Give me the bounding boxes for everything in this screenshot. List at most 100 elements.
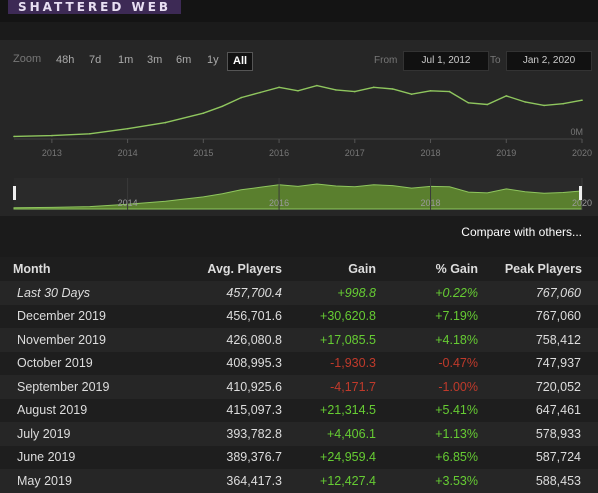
peak-players-cell: 578,933 [478, 422, 598, 446]
table-row: September 2019 410,925.6 -4,171.7 -1.00% 720… [0, 375, 598, 399]
table-row: December 2019 456,701.6 +30,620.8 +7.19% 767… [0, 304, 598, 328]
table-row: May 2019 364,417.3 +12,427.4 +3.53% 588,453 [0, 469, 598, 493]
month-cell: November 2019 [0, 328, 152, 352]
col-gain[interactable]: Gain [282, 257, 376, 281]
avg-players-cell: 364,417.3 [152, 469, 282, 493]
data-point [448, 90, 451, 93]
peak-players-cell: 767,060 [478, 304, 598, 328]
data-point [372, 86, 375, 89]
navigator-tick-label: 2020 [572, 198, 592, 208]
data-point [259, 91, 261, 94]
month-cell: June 2019 [0, 445, 152, 469]
peak-players-cell: 720,052 [478, 375, 598, 399]
data-point [13, 135, 15, 138]
x-tick-label: 2014 [118, 148, 138, 158]
data-point [429, 90, 432, 92]
month-cell: September 2019 [0, 375, 152, 399]
data-point [391, 88, 394, 90]
avg-players-cell: 456,701.6 [152, 304, 282, 328]
table-header: Month Avg. Players Gain % Gain Peak Play… [0, 257, 598, 281]
data-point [581, 99, 583, 101]
top-bar: SHATTERED WEB [0, 0, 598, 22]
data-point [505, 95, 508, 97]
navigator-right-handle [579, 186, 582, 200]
gain-cell: +17,085.5 [282, 328, 376, 352]
x-tick-label: 2015 [193, 148, 213, 158]
zoom-6m-button[interactable]: 6m [176, 54, 192, 66]
zoom-48h-button[interactable]: 48h [56, 54, 75, 66]
data-point [88, 133, 91, 135]
data-point [51, 134, 53, 137]
gain-cell: +30,620.8 [282, 304, 376, 328]
from-label: From [374, 55, 398, 66]
x-tick-label: 2018 [421, 148, 441, 158]
data-point [297, 90, 299, 92]
col-pct-gain[interactable]: % Gain [376, 257, 478, 281]
from-date-input[interactable]: Jul 1, 2012 [403, 51, 489, 71]
avg-players-cell: 408,995.3 [152, 351, 282, 375]
x-tick-label: 2016 [269, 148, 289, 158]
month-cell: May 2019 [0, 469, 152, 493]
x-tick-label: 2013 [42, 148, 62, 158]
to-label: To [490, 55, 501, 66]
x-tick-label: 2020 [572, 148, 592, 158]
zoom-7d-button[interactable]: 7d [89, 54, 102, 66]
data-point [543, 104, 545, 107]
peak-players-cell: 588,453 [478, 469, 598, 493]
range-navigator[interactable]: 2014 2016 2018 2020 [0, 176, 598, 212]
table-row: July 2019 393,782.8 +4,406.1 +1.13% 578,933 [0, 422, 598, 446]
gain-cell: +4,406.1 [282, 422, 376, 446]
x-tick-label: 2019 [496, 148, 516, 158]
data-point [202, 112, 205, 114]
avg-players-cell: 457,700.4 [152, 281, 282, 305]
month-cell: August 2019 [0, 398, 152, 422]
zoom-3m-button[interactable]: 3m [147, 54, 163, 66]
avg-players-cell: 410,925.6 [152, 375, 282, 399]
monthly-stats-table: Month Avg. Players Gain % Gain Peak Play… [0, 257, 598, 493]
peak-players-cell: 747,937 [478, 351, 598, 375]
peak-players-cell: 758,412 [478, 328, 598, 352]
data-point [467, 102, 470, 104]
peak-players-cell: 767,060 [478, 281, 598, 305]
zoom-label: Zoom [13, 53, 42, 65]
data-point [335, 89, 337, 91]
zoom-1m-button[interactable]: 1m [118, 54, 134, 66]
navigator-tick-label: 2018 [421, 198, 441, 208]
col-month[interactable]: Month [0, 257, 152, 281]
y-tick-label: 0M [570, 127, 583, 137]
player-count-chart[interactable]: 2013 2014 2015 2016 2017 2018 2019 2020 0M [0, 75, 598, 165]
data-point [486, 103, 489, 106]
avg-players-cell: 415,097.3 [152, 398, 282, 422]
compare-link[interactable]: Compare with others... [461, 225, 582, 239]
table-row: June 2019 389,376.7 +24,959.4 +6.85% 587,724 [0, 445, 598, 469]
col-peak-players[interactable]: Peak Players [478, 257, 598, 281]
navigator-area [13, 183, 583, 210]
avg-players-cell: 393,782.8 [152, 422, 282, 446]
month-cell: July 2019 [0, 422, 152, 446]
data-point [316, 84, 318, 87]
data-point [240, 96, 242, 99]
pct-gain-cell: +7.19% [376, 304, 478, 328]
gain-cell: -4,171.7 [282, 375, 376, 399]
col-avg-players[interactable]: Avg. Players [152, 257, 282, 281]
series-line [13, 84, 583, 138]
table-row: Last 30 Days 457,700.4 +998.8 +0.22% 767,060 [0, 281, 598, 305]
pct-gain-cell: -1.00% [376, 375, 478, 399]
avg-players-cell: 426,080.8 [152, 328, 282, 352]
data-point [221, 105, 224, 108]
navigator-left-handle [13, 186, 16, 200]
gain-cell: +24,959.4 [282, 445, 376, 469]
pct-gain-cell: -0.47% [376, 351, 478, 375]
pct-gain-cell: +0.22% [376, 281, 478, 305]
x-tick-label: 2017 [345, 148, 365, 158]
navigator-tick-label: 2016 [269, 198, 289, 208]
table-row: October 2019 408,995.3 -1,930.3 -0.47% 747,9… [0, 351, 598, 375]
zoom-all-button[interactable]: All [227, 52, 254, 71]
data-point [278, 86, 280, 89]
zoom-1y-button[interactable]: 1y [207, 54, 219, 66]
data-point [524, 101, 526, 103]
gain-cell: -1,930.3 [282, 351, 376, 375]
pct-gain-cell: +3.53% [376, 469, 478, 493]
to-date-input[interactable]: Jan 2, 2020 [506, 51, 592, 71]
data-point [354, 90, 356, 93]
